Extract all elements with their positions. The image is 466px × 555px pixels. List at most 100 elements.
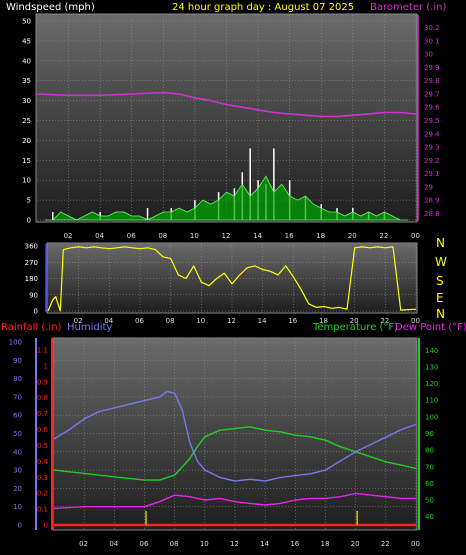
y-tick-label: 30 — [13, 467, 22, 475]
wind-direction-line — [47, 246, 417, 312]
y-tick-label: 5 — [27, 197, 31, 205]
y-tick-label: 0 — [44, 522, 48, 530]
y-tick-label: 110 — [425, 397, 438, 405]
compass-n-top: N — [436, 236, 445, 250]
y-tick-label: 0 — [27, 217, 31, 225]
y-tick-label: 29.5 — [424, 117, 440, 125]
y-tick-label: 360 — [25, 243, 38, 251]
y-tick-label: 70 — [13, 393, 22, 401]
y-tick-label: 120 — [425, 380, 438, 388]
x-tick-label: 04 — [109, 540, 118, 548]
x-tick-label: 14 — [258, 317, 267, 325]
y-tick-label: 50 — [425, 497, 434, 505]
y-tick-label: 40 — [22, 57, 31, 65]
temperature-line — [53, 426, 417, 481]
direction-axis-ticks: 0 90 180 270 360 — [25, 243, 38, 316]
y-tick-label: 29.7 — [424, 90, 440, 98]
y-tick-label: 90 — [425, 430, 434, 438]
x-tick-label: 16 — [290, 540, 299, 548]
y-tick-label: 29.8 — [424, 77, 440, 85]
y-tick-label: 0.8 — [37, 394, 48, 402]
y-tick-label: 50 — [13, 430, 22, 438]
x-tick-label: 16 — [288, 317, 297, 325]
x-tick-label: 00 — [411, 317, 420, 325]
y-tick-label: 10 — [22, 177, 31, 185]
x-tick-label: 00 — [411, 540, 420, 548]
y-tick-label: 0.2 — [37, 490, 48, 498]
panel2-series — [45, 244, 417, 312]
y-tick-label: 0.1 — [37, 506, 48, 514]
y-tick-label: 180 — [25, 275, 38, 283]
y-tick-label: 29 — [424, 183, 433, 191]
barometer-title: Barometer (.in) — [370, 2, 446, 13]
y-tick-label: 28.9 — [424, 197, 440, 205]
y-tick-label: 100 — [425, 413, 438, 421]
x-tick-label: 02 — [74, 317, 83, 325]
wind-title: Windspeed (mph) — [6, 2, 95, 13]
y-tick-label: 35 — [22, 77, 31, 85]
panel1-x-ticks: 02 04 06 08 10 12 14 16 18 20 22 00 — [64, 232, 420, 240]
dewpoint-line — [53, 492, 416, 510]
y-tick-label: 0.6 — [37, 426, 49, 434]
compass-n-bottom: N — [436, 307, 445, 321]
compass-e: E — [436, 291, 444, 305]
y-tick-label: 90 — [29, 291, 38, 299]
x-tick-label: 08 — [158, 232, 167, 240]
y-tick-label: 29.3 — [424, 144, 440, 152]
humidity-title: Humidity — [67, 322, 112, 333]
y-tick-label: 50 — [22, 18, 31, 26]
x-tick-label: 22 — [381, 540, 390, 548]
y-tick-label: 29.4 — [424, 130, 440, 138]
x-tick-label: 10 — [200, 540, 209, 548]
y-tick-label: 29.9 — [424, 64, 440, 72]
compass-s: S — [436, 274, 444, 288]
y-tick-label: 1.1 — [37, 346, 48, 354]
y-tick-label: 0 — [18, 522, 22, 530]
panel3-x-ticks: 02 04 06 08 10 12 14 16 18 20 22 00 — [79, 540, 420, 548]
x-tick-label: 02 — [79, 540, 88, 548]
rainfall-title: Rainfall (.in) — [1, 322, 62, 333]
y-tick-label: 90 — [13, 357, 22, 365]
y-tick-label: 29.1 — [424, 170, 440, 178]
panel2-grid — [48, 244, 417, 312]
y-tick-label: 0.7 — [37, 410, 48, 418]
y-tick-label: 20 — [13, 485, 22, 493]
y-tick-label: 1 — [44, 362, 48, 370]
x-tick-label: 22 — [379, 232, 388, 240]
y-tick-label: 60 — [13, 412, 22, 420]
x-tick-label: 06 — [135, 317, 144, 325]
humidity-line — [53, 390, 417, 482]
y-tick-label: 60 — [425, 480, 434, 488]
rain-axis-ticks: 0 0.1 0.2 0.3 0.4 0.5 0.6 0.7 0.8 0.9 1 1.1 — [37, 346, 49, 529]
temperature-axis-ticks: 40 50 60 70 80 90 100 110 120 130 140 — [425, 347, 438, 521]
x-tick-label: 20 — [348, 232, 357, 240]
x-tick-label: 18 — [319, 317, 328, 325]
panel1-series — [36, 15, 419, 221]
compass-w: W — [435, 255, 447, 269]
y-tick-label: 80 — [425, 447, 434, 455]
y-tick-label: 29.2 — [424, 157, 440, 165]
wind-axis-ticks: 0 5 10 15 20 25 30 35 40 45 50 — [22, 18, 31, 225]
x-tick-label: 16 — [285, 232, 294, 240]
x-tick-label: 18 — [321, 540, 330, 548]
x-tick-label: 18 — [316, 232, 325, 240]
x-tick-label: 14 — [253, 232, 262, 240]
humidity-axis-ticks: 0 10 20 30 40 50 60 70 80 90 100 — [9, 339, 22, 530]
y-tick-label: 0 — [34, 308, 38, 316]
x-tick-label: 20 — [350, 317, 359, 325]
x-tick-label: 06 — [140, 540, 149, 548]
y-tick-label: 45 — [22, 37, 31, 45]
y-tick-label: 30 — [22, 97, 31, 105]
windspeed-area — [44, 175, 409, 221]
x-tick-label: 20 — [351, 540, 360, 548]
x-tick-label: 04 — [95, 232, 104, 240]
y-tick-label: 20 — [22, 137, 31, 145]
y-tick-label: 25 — [22, 117, 31, 125]
y-tick-label: 0.4 — [37, 458, 49, 466]
y-tick-label: 0.5 — [37, 442, 48, 450]
dewpoint-title: Dew Point (°F) — [395, 322, 466, 333]
y-tick-label: 130 — [425, 363, 438, 371]
